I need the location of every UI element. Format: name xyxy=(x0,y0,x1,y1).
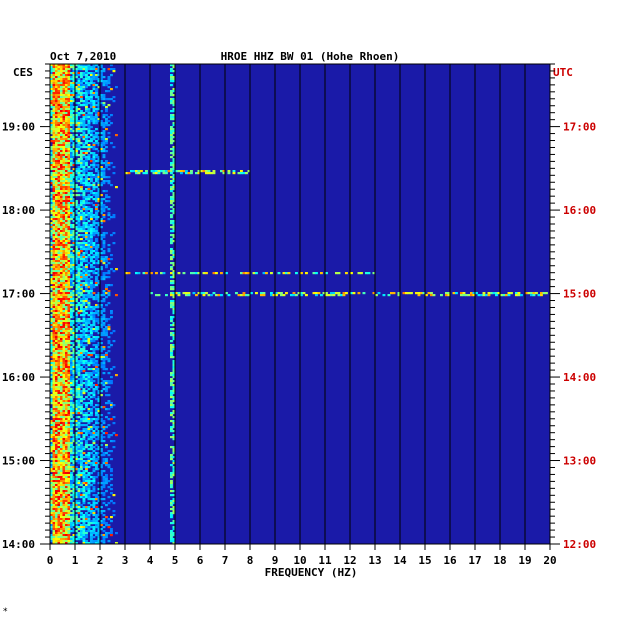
x-tick-label: 15 xyxy=(418,554,431,567)
right-timezone-label: UTC xyxy=(553,66,573,79)
gridlines xyxy=(74,64,526,544)
x-tick-label: 9 xyxy=(272,554,279,567)
frequency-axis: 0 1 2 3 4 5 6 7 8 9 10 11 12 13 14 15 16 17 18 19 20 xyxy=(47,544,557,567)
chart-title: HROE HHZ BW 01 (Hohe Rhoen) xyxy=(221,50,400,63)
left-time-label: 17:00 xyxy=(2,288,35,301)
right-time-label: 17:00 xyxy=(563,121,596,134)
x-tick-label: 5 xyxy=(172,554,179,567)
left-time-label: 16:00 xyxy=(2,371,35,384)
right-time-label: 16:00 xyxy=(563,204,596,217)
x-tick-label: 3 xyxy=(122,554,129,567)
x-tick-label: 20 xyxy=(543,554,556,567)
x-tick-label: 14 xyxy=(393,554,407,567)
spectral-cells xyxy=(50,64,548,545)
left-time-label: 19:00 xyxy=(2,121,35,134)
x-tick-label: 10 xyxy=(293,554,306,567)
x-tick-label: 0 xyxy=(47,554,54,567)
x-tick-label: 4 xyxy=(147,554,154,567)
x-tick-label: 16 xyxy=(443,554,457,567)
left-time-label: 14:00 xyxy=(2,538,35,551)
right-time-label: 13:00 xyxy=(563,455,596,468)
left-time-label: 15:00 xyxy=(2,455,35,468)
x-axis-label: FREQUENCY (HZ) xyxy=(265,566,358,579)
x-tick-label: 17 xyxy=(468,554,481,567)
x-tick-label: 7 xyxy=(222,554,229,567)
x-tick-label: 18 xyxy=(493,554,506,567)
chart-date: Oct 7,2010 xyxy=(50,50,116,63)
right-time-label: 12:00 xyxy=(563,538,596,551)
left-time-label: 18:00 xyxy=(2,204,35,217)
right-time-axis: 17:00 16:00 15:00 14:00 13:00 12:00 xyxy=(550,63,596,551)
x-tick-label: 6 xyxy=(197,554,204,567)
left-time-axis: 19:00 18:00 17:00 16:00 15:00 14:00 xyxy=(2,63,50,551)
x-tick-label: 11 xyxy=(318,554,332,567)
x-tick-label: 19 xyxy=(518,554,531,567)
x-tick-label: 13 xyxy=(368,554,381,567)
x-tick-label: 2 xyxy=(97,554,104,567)
footer-mark: * xyxy=(3,607,8,617)
x-tick-label: 12 xyxy=(343,554,356,567)
plot-area xyxy=(49,63,551,545)
left-timezone-label: CES xyxy=(13,66,33,79)
x-tick-label: 1 xyxy=(72,554,79,567)
right-time-label: 14:00 xyxy=(563,371,596,384)
x-tick-label: 8 xyxy=(247,554,254,567)
right-time-label: 15:00 xyxy=(563,288,596,301)
